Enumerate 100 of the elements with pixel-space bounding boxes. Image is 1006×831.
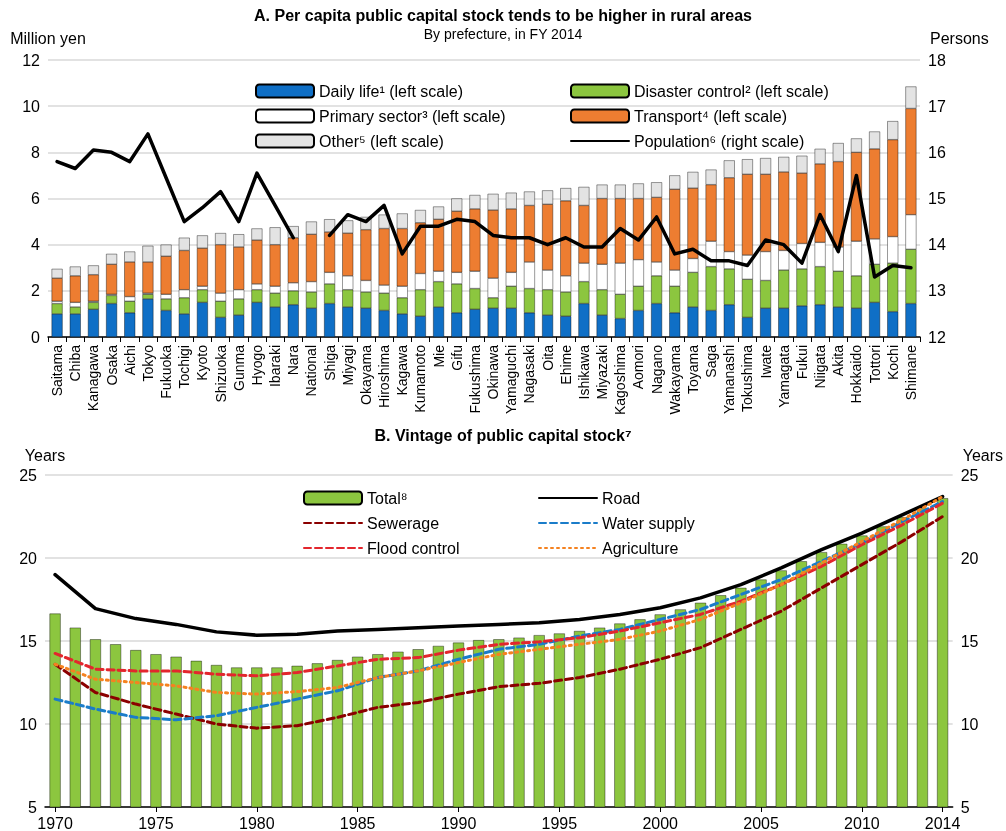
- legend-label: Transport⁴ (left scale): [634, 107, 787, 125]
- y2-tick-label: 25: [960, 466, 979, 484]
- chart-title: B. Vintage of public capital stock⁷: [374, 426, 632, 444]
- x-tick-label: Kagoshima: [612, 344, 629, 416]
- x-tick-label: Ibaraki: [267, 345, 284, 388]
- x-tick-label: Saitama: [49, 344, 66, 397]
- x-tick-label: Kochi: [884, 345, 901, 381]
- y2-tick-label: 16: [928, 143, 946, 161]
- x-tick-label: Gifu: [448, 345, 465, 371]
- x-tick-label: Tokushima: [739, 344, 756, 412]
- x-tick-label: Tochigi: [176, 345, 193, 389]
- x-tick-label: Iwate: [757, 344, 774, 379]
- y2-tick-label: 13: [928, 282, 946, 300]
- legend-label: Water supply: [602, 514, 695, 532]
- x-tick-label: 2005: [743, 814, 779, 831]
- x-tick-label: Ehime: [557, 344, 574, 385]
- x-tick-label: 2000: [642, 814, 679, 831]
- x-tick-label: National: [303, 345, 320, 397]
- y2-tick-label: 15: [928, 190, 946, 207]
- y2-tick-label: 17: [928, 97, 946, 115]
- x-tick-label: Miyagi: [339, 345, 356, 386]
- x-tick-label: 1995: [541, 814, 578, 831]
- x-tick-label: Yamanashi: [721, 345, 738, 415]
- y2-tick-label: 10: [960, 715, 979, 733]
- legend-label: Disaster control² (left scale): [634, 82, 829, 100]
- x-tick-label: Osaka: [103, 344, 120, 386]
- x-tick-label: Hiroshima: [376, 344, 393, 409]
- x-tick-label: 2014: [924, 814, 961, 831]
- y-tick-label: 4: [31, 236, 41, 254]
- x-tick-label: Tottori: [866, 345, 883, 384]
- legend-label: Total⁸: [367, 489, 408, 507]
- x-tick-label: Kanagawa: [85, 344, 102, 412]
- x-tick-label: Shizuoka: [212, 344, 229, 403]
- x-tick-label: Gunma: [230, 344, 247, 391]
- x-tick-label: Wakayama: [666, 344, 683, 415]
- y2-tick-label: 18: [928, 51, 946, 69]
- y-axis-title: Million yen: [10, 29, 86, 47]
- legend-label: Primary sector³ (left scale): [319, 107, 506, 125]
- x-tick-label: Nara: [285, 344, 302, 376]
- x-tick-label: Shiga: [321, 344, 338, 381]
- x-tick-label: Fukui: [793, 345, 810, 380]
- y2-tick-label: 12: [928, 328, 946, 346]
- x-tick-label: Okayama: [357, 344, 374, 405]
- y-tick-label: 10: [19, 715, 38, 733]
- y-tick-label: 8: [31, 143, 41, 161]
- x-tick-label: Shimane: [902, 344, 919, 401]
- chart-title: A. Per capita public capital stock tends to be higher in rural areas: [254, 6, 753, 24]
- legend-label: Daily life¹ (left scale): [319, 82, 464, 100]
- x-tick-label: Akita: [830, 344, 847, 377]
- y2-axis-title: Persons: [930, 29, 989, 47]
- x-tick-label: 2010: [844, 814, 880, 831]
- y-tick-label: 25: [19, 466, 38, 484]
- y2-axis-title: Years: [962, 446, 1003, 464]
- legend-label: Other⁵ (left scale): [319, 132, 444, 150]
- legend-label: Population⁶ (right scale): [634, 132, 805, 150]
- y-tick-label: 20: [19, 549, 38, 567]
- chart-subtitle: By prefecture, in FY 2014: [423, 26, 583, 42]
- legend-label: Agriculture: [602, 539, 679, 557]
- x-tick-label: Saga: [703, 344, 720, 378]
- x-tick-label: Nagano: [648, 344, 665, 395]
- x-tick-label: Kyoto: [194, 344, 211, 381]
- y2-tick-label: 14: [928, 236, 946, 254]
- x-tick-label: 1980: [238, 814, 275, 831]
- x-tick-label: 1990: [440, 814, 477, 831]
- x-tick-label: Fukushima: [466, 344, 483, 414]
- y-tick-label: 12: [22, 51, 41, 69]
- x-tick-label: Tokyo: [139, 344, 156, 382]
- y-tick-label: 6: [31, 190, 41, 207]
- x-tick-label: Nagasaki: [521, 345, 538, 404]
- y-axis-title: Years: [24, 446, 66, 464]
- y-tick-label: 0: [31, 328, 41, 346]
- x-tick-label: Kagawa: [394, 344, 411, 396]
- legend-label: Flood control: [367, 539, 460, 557]
- x-tick-label: Mie: [430, 344, 447, 368]
- x-tick-label: Kumamoto: [412, 344, 429, 413]
- x-tick-label: Miyazaki: [594, 345, 611, 400]
- y-tick-label: 2: [31, 282, 41, 300]
- x-tick-label: 1985: [339, 814, 376, 831]
- x-tick-label: Niigata: [812, 344, 829, 389]
- x-tick-label: Yamagata: [775, 344, 792, 408]
- y2-tick-label: 20: [960, 549, 979, 567]
- y2-tick-label: 5: [960, 798, 970, 816]
- x-tick-label: Chiba: [67, 344, 84, 382]
- x-tick-label: Ishikawa: [575, 344, 592, 400]
- x-tick-label: Aichi: [121, 345, 138, 376]
- legend-label: Road: [602, 489, 641, 507]
- x-tick-label: Yamaguchi: [503, 345, 520, 415]
- x-tick-label: Fukuoka: [158, 344, 175, 399]
- x-tick-label: Toyama: [684, 344, 701, 395]
- x-tick-label: 1970: [37, 814, 73, 831]
- x-tick-label: Oita: [539, 344, 556, 371]
- x-tick-label: Aomori: [630, 345, 647, 390]
- x-tick-label: Hokkaido: [848, 344, 865, 404]
- y-tick-label: 15: [19, 632, 38, 650]
- y-tick-label: 5: [28, 798, 38, 816]
- x-tick-label: 1975: [138, 814, 174, 831]
- y2-tick-label: 15: [960, 632, 979, 650]
- legend-label: Sewerage: [367, 514, 440, 532]
- x-tick-label: Okinawa: [485, 344, 502, 400]
- x-tick-label: Hyogo: [248, 344, 265, 386]
